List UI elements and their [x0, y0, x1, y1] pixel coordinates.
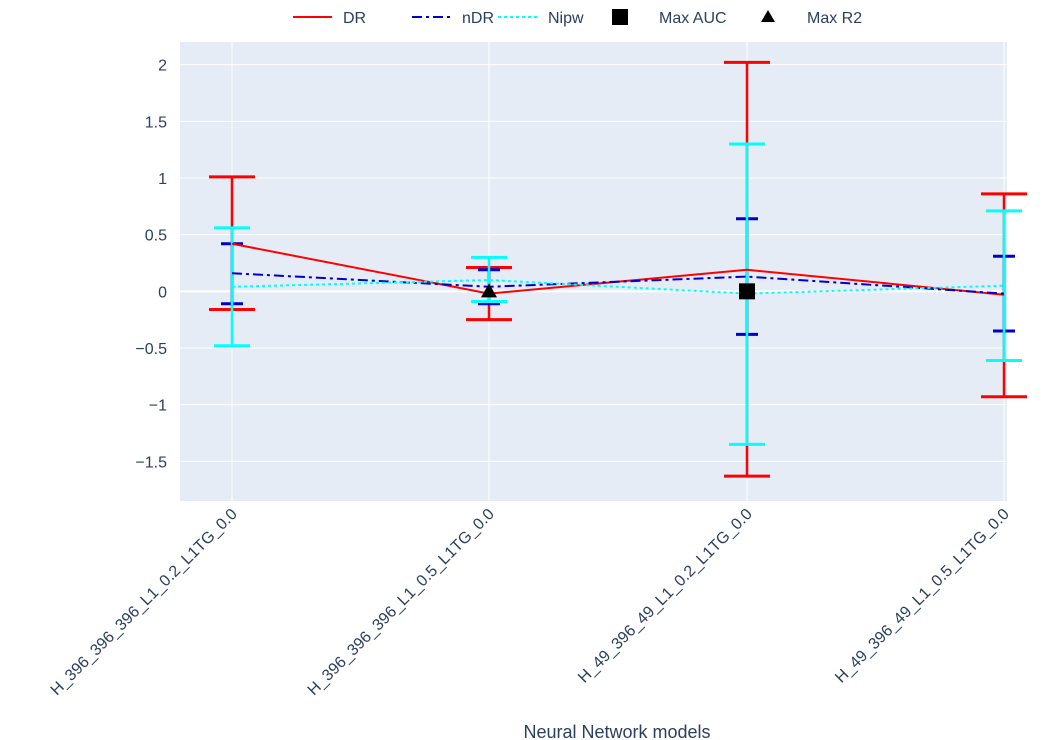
x-tick-label: H_49_396_49_L1_0.5_L1TG_0.0: [832, 506, 1013, 687]
y-tick-label: 0.5: [145, 228, 167, 245]
legend-swatch-max-auc: [612, 9, 628, 25]
legend-swatch-max-r2: [761, 10, 775, 22]
legend-label: Max AUC: [659, 10, 727, 27]
x-axis-ticks: H_396_396_396_L1_0.2_L1TG_0.0 H_396_396_3…: [48, 506, 1013, 699]
max-r2-marker: [481, 283, 497, 298]
y-tick-label: −1: [149, 398, 167, 415]
y-tick-label: 2: [158, 58, 167, 75]
series-line-ndr: [231, 272, 1005, 295]
x-axis-title: Neural Network models: [523, 722, 710, 740]
legend-label: DR: [343, 10, 366, 27]
y-tick-label: −0.5: [135, 341, 167, 358]
legend-label: nDR: [462, 10, 494, 27]
legend-label: Max R2: [807, 10, 862, 27]
y-axis-ticks: 2 1.5 1 0.5 0 −0.5 −1 −1.5: [135, 58, 167, 472]
y-tick-label: 1.5: [145, 114, 167, 131]
y-tick-label: 1: [158, 171, 167, 188]
x-tick-label: H_49_396_49_L1_0.2_L1TG_0.0: [575, 506, 756, 687]
plot-background: [180, 42, 1007, 501]
x-tick-label: H_396_396_396_L1_0.5_L1TG_0.0: [305, 506, 498, 699]
y-tick-label: −1.5: [135, 454, 167, 471]
y-tick-label: 0: [158, 284, 167, 301]
highlight-markers: [481, 283, 755, 300]
series-layer: [209, 60, 1027, 478]
max-auc-marker: [739, 283, 755, 300]
series-line-nipw: [231, 278, 1005, 295]
legend: DR nDR Nipw Max AUC Max R2: [293, 9, 862, 27]
legend-label: Nipw: [548, 10, 584, 27]
x-tick-label: H_396_396_396_L1_0.2_L1TG_0.0: [48, 506, 241, 699]
